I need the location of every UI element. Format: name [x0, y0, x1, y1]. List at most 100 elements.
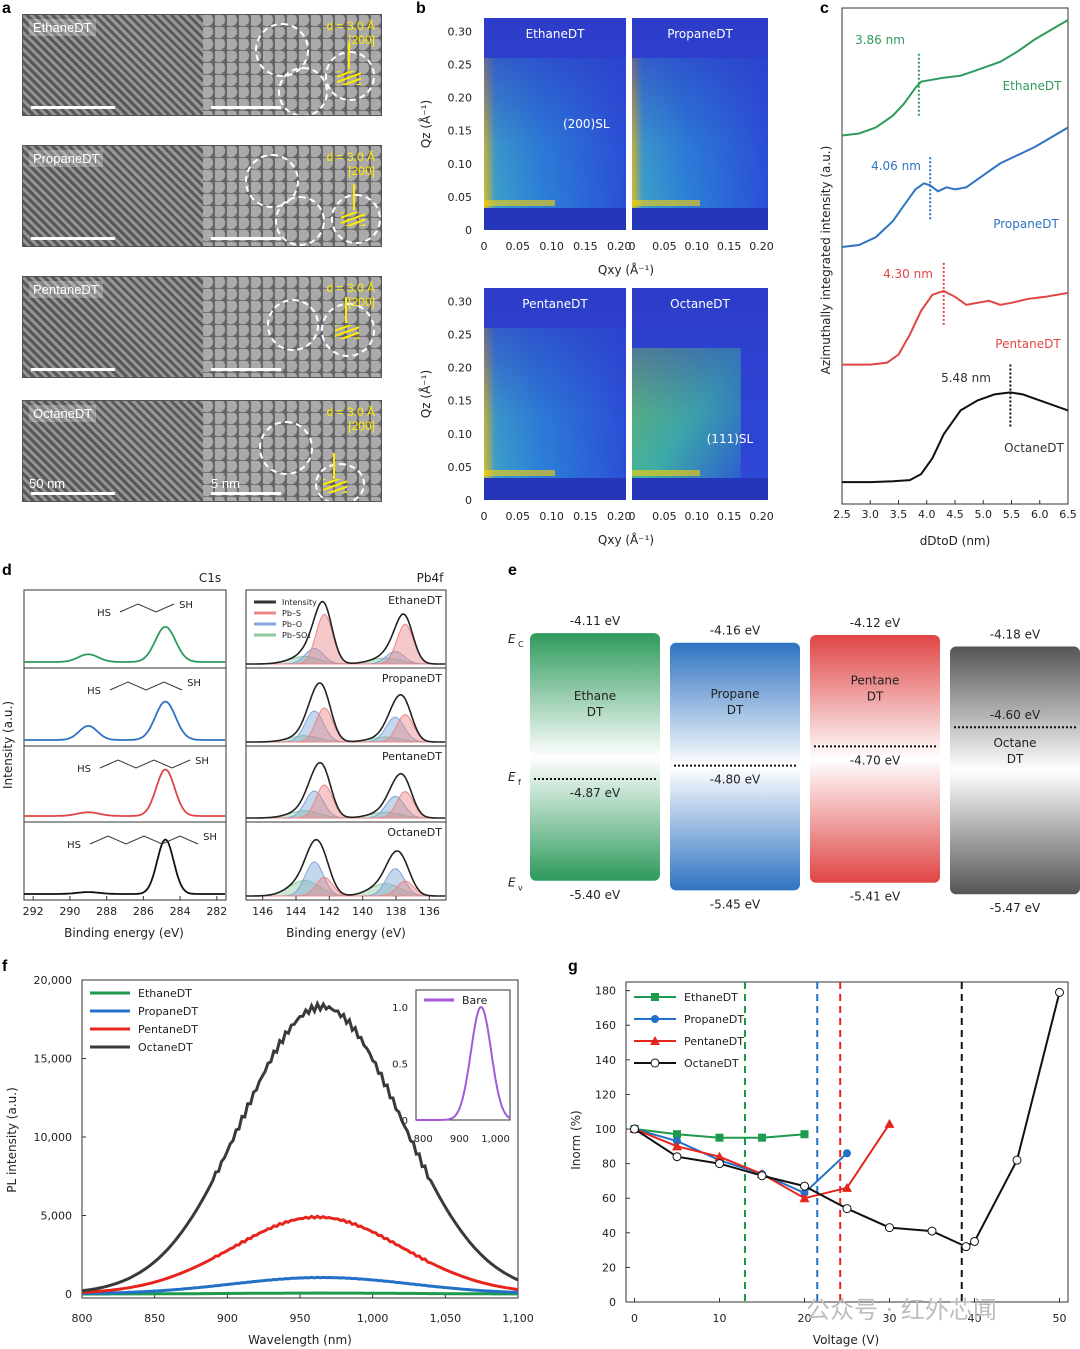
y-axis-label: Qz (Å⁻¹) [418, 370, 433, 418]
energy-axis-label: E [508, 632, 516, 646]
xps-curve-propanedt [24, 700, 226, 741]
x-tick-label: 288 [96, 905, 117, 918]
heatmap-shade [484, 288, 626, 500]
peak-label: 5.48 nm [941, 371, 991, 385]
y-tick-label: 20 [602, 1261, 616, 1274]
y-tick-label: 0.30 [448, 295, 473, 308]
x-tick-label: 0.20 [749, 510, 774, 523]
data-point [715, 1159, 724, 1169]
x-tick-label: 0.05 [652, 240, 677, 253]
peak-label: 3.86 nm [855, 33, 905, 47]
heatmap-streak [632, 200, 700, 206]
x-tick-label: 144 [286, 905, 307, 918]
heatmap-title: OctaneDT [670, 297, 730, 311]
tem-image-octanedt: OctaneDT d = 3.0 Å [200] 50 nm 5 nm [22, 400, 382, 502]
data-point [673, 1137, 681, 1146]
x-tick-label: 1,100 [502, 1312, 534, 1325]
pl-curve-propanedt [82, 1275, 519, 1295]
series-line-propanedt [841, 126, 1069, 248]
x-tick-label: 146 [252, 905, 273, 918]
xps-curve-ethanedt [24, 625, 226, 663]
series-line-ethanedt [841, 19, 1069, 137]
y-tick-label: 0 [609, 1296, 616, 1309]
data-point [757, 1171, 767, 1181]
x-tick-label: 850 [144, 1312, 165, 1325]
series-line-pentanedt [842, 289, 1069, 366]
molecule-label: HS [77, 764, 91, 775]
y-tick-label: 0.20 [448, 362, 473, 375]
y-tick-label: 0.10 [448, 158, 473, 171]
xps-curve-pentanedt [24, 768, 226, 817]
band-octane [950, 646, 1080, 895]
inset-curve-bare [416, 1005, 511, 1121]
panel-title: Pb4f [417, 571, 444, 585]
series-label: OctaneDT [1004, 441, 1064, 455]
y-tick-label: 15,000 [34, 1053, 73, 1066]
tem-image-propanedt: PropaneDT d = 3.0 Å [200] [22, 145, 382, 247]
band-name: DT [1007, 752, 1024, 766]
legend-label: OctaneDT [684, 1057, 739, 1070]
x-tick-label: 6.5 [1059, 508, 1077, 521]
panel-letter-a: a [2, 0, 11, 17]
x-tick-label: 0.10 [685, 510, 710, 523]
series-label: PropaneDT [993, 217, 1059, 231]
y-tick-label: 60 [602, 1192, 616, 1205]
row-label: PropaneDT [382, 672, 442, 685]
band-name: DT [867, 690, 884, 704]
ev-value: -5.40 eV [570, 888, 621, 902]
x-tick-label: 286 [133, 905, 154, 918]
legend-label: PentaneDT [138, 1023, 198, 1036]
molecule-label: HS [67, 840, 81, 851]
peak-label: 4.30 nm [883, 267, 933, 281]
y-tick-label: 0.25 [448, 328, 473, 341]
ec-value: -4.12 eV [850, 616, 901, 630]
pb4f-envelope [246, 682, 446, 743]
x-tick-label: 292 [23, 905, 44, 918]
pb4f-component [246, 784, 446, 819]
data-point [885, 1223, 894, 1233]
row-label: OctaneDT [387, 826, 442, 839]
x-tick-label: 0.05 [652, 510, 677, 523]
band-name: Ethane [574, 689, 616, 703]
band-pentane [810, 635, 940, 883]
x-tick-label: 0.10 [539, 240, 564, 253]
band-name: DT [727, 703, 744, 717]
band-ethane [530, 633, 660, 881]
ec-value: -4.11 eV [570, 614, 621, 628]
x-tick-label: 4.5 [946, 508, 964, 521]
y-tick-label: 0 [65, 1288, 72, 1301]
legend-label: PropaneDT [684, 1013, 744, 1026]
data-point [800, 1189, 809, 1198]
y-axis-label: Inorm (%) [569, 1110, 583, 1169]
data-point [800, 1181, 809, 1191]
lattice-spacing-label: d = 3.0 Å [200] [326, 405, 375, 433]
data-point [961, 1242, 971, 1252]
ev-value: -5.41 eV [850, 890, 901, 904]
molecule-chain [99, 759, 191, 769]
inset-x-tick-label: 900 [450, 1134, 469, 1145]
heatmap-streak [632, 470, 700, 476]
row-label: PentaneDT [382, 750, 442, 763]
heatmap-beamstop [632, 478, 768, 500]
y-tick-label: 5,000 [41, 1210, 73, 1223]
panel-letter-b: b [416, 0, 426, 17]
x-tick-label: 3.0 [862, 508, 880, 521]
x-tick-label: 142 [319, 905, 340, 918]
y-tick-label: 10,000 [34, 1131, 73, 1144]
data-point [884, 1118, 895, 1128]
x-tick-label: 10 [713, 1312, 727, 1325]
ef-value: -4.80 eV [710, 773, 761, 787]
x-axis-label: dDtoD (nm) [920, 534, 991, 548]
ef-value: -4.87 eV [570, 786, 621, 800]
x-axis-label: Qxy (Å⁻¹) [598, 532, 654, 547]
legend-label: PropaneDT [138, 1005, 198, 1018]
x-axis-label: Binding energy (eV) [286, 926, 406, 940]
legend-marker [651, 1015, 659, 1023]
inset-x-tick-label: 1,000 [481, 1134, 510, 1145]
heatmap-beamstop [484, 208, 626, 230]
band-name: Octane [993, 736, 1036, 750]
x-tick-label: 282 [206, 905, 227, 918]
legend-label: EthaneDT [138, 987, 192, 1000]
data-point [842, 1182, 852, 1192]
